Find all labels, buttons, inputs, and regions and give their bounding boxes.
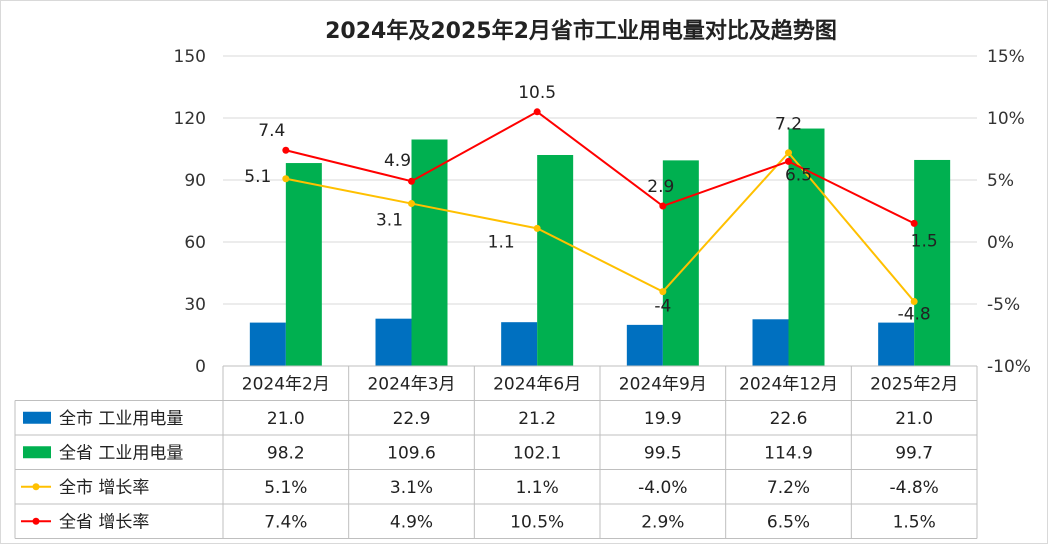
bar [537, 154, 574, 366]
x-category-label: 2024年6月 [493, 374, 581, 394]
data-label: 10.5 [518, 83, 556, 103]
table-cell: 19.9 [644, 409, 682, 429]
chart-title: 2024年及2025年2月省市工业用电量对比及趋势图 [325, 18, 837, 44]
table-cell: 7.2% [767, 478, 810, 498]
data-label: 6.5 [785, 165, 812, 185]
table-cell: 21.2 [518, 409, 556, 429]
line-point [282, 175, 290, 183]
table-cell: 114.9 [764, 443, 813, 463]
y-right-tick-label: 5% [987, 171, 1014, 191]
data-label: 3.1 [376, 211, 403, 231]
bar [375, 318, 412, 366]
bar [752, 319, 789, 366]
line-point [408, 200, 415, 208]
y-left-tick-label: 90 [184, 171, 206, 191]
table-cell: 7.4% [264, 512, 307, 532]
table-cell: 99.7 [895, 443, 933, 463]
bar [285, 163, 322, 366]
bar [878, 322, 915, 366]
table-cell: 99.5 [644, 443, 682, 463]
table-cell: 1.5% [893, 512, 936, 532]
table-cell: 5.1% [264, 478, 307, 498]
bar [249, 322, 286, 366]
line-point [408, 177, 415, 185]
line-point [659, 288, 667, 296]
line-point [533, 108, 541, 116]
y-left-tick-label: 0 [195, 357, 206, 377]
y-left-tick-label: 30 [184, 295, 206, 315]
x-category-label: 2024年9月 [619, 374, 707, 394]
table-cell: 109.6 [387, 443, 436, 463]
line-point [785, 157, 792, 165]
y-right-tick-label: 0% [987, 233, 1014, 253]
line-point [785, 149, 792, 157]
table-cell: 102.1 [513, 443, 562, 463]
table-cell: -4.8% [890, 478, 939, 498]
y-right-tick-label: 10% [987, 109, 1025, 129]
table-cell: 21.0 [895, 409, 933, 429]
data-label: 7.2 [775, 115, 802, 135]
line-point [910, 298, 918, 306]
x-category-label: 2024年2月 [242, 374, 330, 394]
line-point [282, 146, 290, 154]
data-label: 2.9 [647, 177, 674, 197]
data-label: -4 [654, 297, 671, 317]
table-cell: 98.2 [267, 443, 305, 463]
data-label: 7.4 [258, 121, 285, 141]
y-left-tick-label: 60 [184, 233, 206, 253]
line-point [659, 202, 667, 210]
data-label: 1.5 [911, 231, 938, 251]
legend-label: 全省 工业用电量 [59, 443, 183, 463]
table-cell: 10.5% [510, 512, 564, 532]
legend-label: 全市 增长率 [59, 478, 149, 498]
table-cell: 22.9 [393, 409, 431, 429]
data-label: 4.9 [384, 151, 411, 171]
bar [501, 322, 538, 366]
data-label: 5.1 [244, 167, 271, 187]
legend-label: 全省 增长率 [59, 512, 149, 532]
legend-marker [32, 483, 40, 491]
line-point [910, 219, 918, 227]
table-cell: 22.6 [770, 409, 808, 429]
y-left-tick-label: 120 [174, 109, 206, 129]
data-label: 1.1 [488, 232, 515, 252]
table-cell: 2.9% [641, 512, 684, 532]
table-cell: 6.5% [767, 512, 810, 532]
y-right-tick-label: 15% [987, 47, 1025, 67]
data-label: -4.8 [898, 305, 931, 325]
x-category-label: 2024年12月 [739, 374, 838, 394]
legend-swatch [23, 411, 51, 424]
series-line [285, 151, 915, 303]
bar [788, 128, 825, 366]
bar [411, 139, 448, 366]
x-category-label: 2025年2月 [870, 374, 958, 394]
table-cell: -4.0% [638, 478, 687, 498]
table-cell: 4.9% [390, 512, 433, 532]
legend-label: 全市 工业用电量 [59, 409, 183, 429]
legend-marker [32, 517, 40, 525]
y-left-tick-label: 150 [174, 47, 206, 67]
bar [914, 159, 951, 366]
line-point [533, 224, 541, 232]
table-cell: 3.1% [390, 478, 433, 498]
table-cell: 1.1% [516, 478, 559, 498]
y-right-tick-label: -10% [987, 357, 1031, 377]
bar [626, 324, 663, 366]
x-category-label: 2024年3月 [367, 374, 455, 394]
legend-swatch [23, 446, 51, 459]
table-cell: 21.0 [267, 409, 305, 429]
series-line [285, 110, 915, 225]
y-right-tick-label: -5% [987, 295, 1020, 315]
